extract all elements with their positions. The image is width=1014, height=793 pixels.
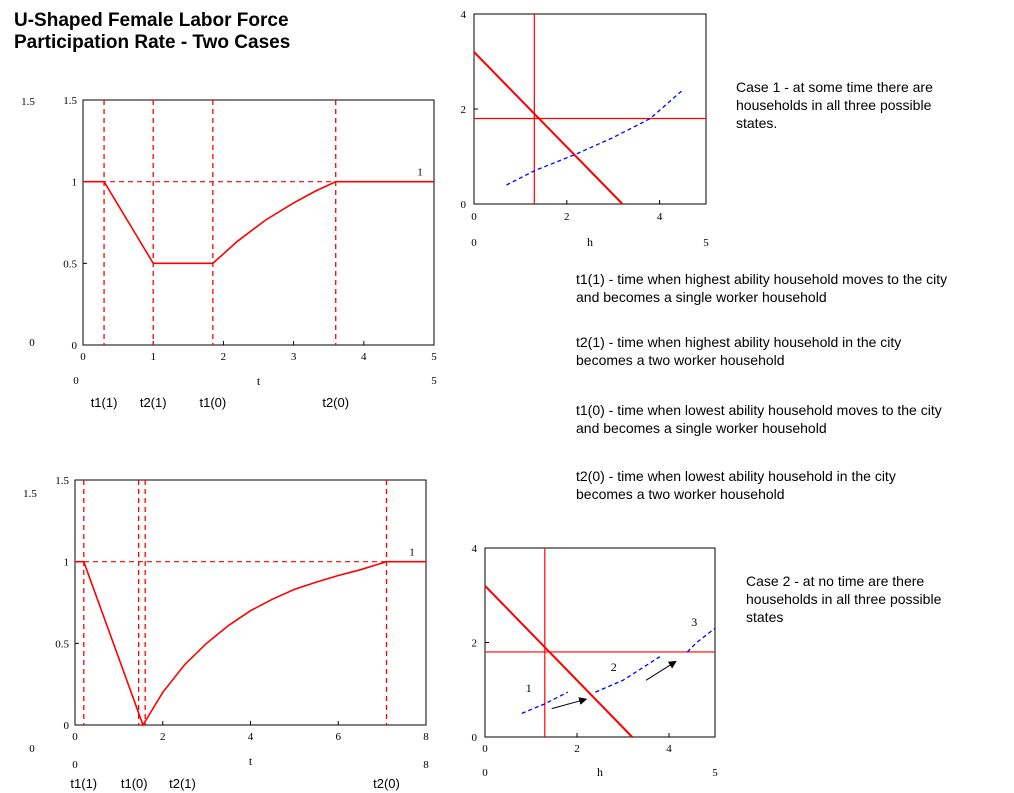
x-min-label: 0 bbox=[72, 759, 78, 771]
y-min-label: 0 bbox=[29, 337, 35, 349]
x-max-label: 5 bbox=[431, 375, 437, 387]
definition-line: t1(0) - time when lowest ability househo… bbox=[576, 402, 942, 418]
dashed-curve bbox=[595, 656, 661, 693]
definition-t1-1: t1(1) - time when highest ability househ… bbox=[576, 270, 1006, 306]
case1-line: households in all three possible bbox=[736, 97, 932, 113]
x-tick-label: 0 bbox=[482, 743, 488, 755]
x-axis-label: t bbox=[249, 754, 253, 768]
definition-line: becomes a two worker household bbox=[576, 352, 785, 368]
downward-line bbox=[484, 585, 633, 738]
y-tick-label: 4 bbox=[472, 543, 478, 555]
definition-line: and becomes a single worker household bbox=[576, 289, 827, 305]
definition-t2-0: t2(0) - time when lowest ability househo… bbox=[576, 467, 1006, 503]
y-tick-label: 0 bbox=[64, 720, 70, 732]
y-tick-label: 0 bbox=[472, 732, 478, 744]
x-tick-label: 2 bbox=[221, 351, 227, 363]
dashed-curve bbox=[506, 89, 684, 186]
definition-line: and becomes a single worker household bbox=[576, 420, 827, 436]
event-label: t2(0) bbox=[322, 395, 349, 410]
plot-frame bbox=[484, 547, 716, 738]
title-line: Participation Rate - Two Cases bbox=[14, 32, 291, 53]
y-tick-label: 1.5 bbox=[63, 95, 77, 107]
x-axis-label: h bbox=[597, 765, 603, 779]
x-tick-label: 2 bbox=[574, 743, 580, 755]
segment-label: 1 bbox=[526, 681, 532, 695]
x-tick-label: 8 bbox=[423, 731, 429, 743]
x-tick-label: 5 bbox=[431, 351, 437, 363]
transition-arrow bbox=[645, 660, 677, 681]
y-min-label: 0 bbox=[29, 743, 35, 755]
definition-line: t2(0) - time when lowest ability househo… bbox=[576, 468, 896, 484]
x-axis-label: t bbox=[257, 374, 261, 388]
case2-line: households in all three possible bbox=[746, 591, 942, 607]
y-tick-label: 0.5 bbox=[55, 638, 69, 650]
plot-frame bbox=[473, 13, 707, 205]
y-max-label: 1.5 bbox=[21, 96, 35, 108]
x-tick-label: 0 bbox=[72, 731, 78, 743]
x-max-label: 5 bbox=[712, 767, 718, 779]
y-max-label: 1.5 bbox=[23, 488, 37, 500]
x-tick-label: 4 bbox=[361, 351, 367, 363]
event-label: t2(1) bbox=[169, 776, 196, 791]
participation-curve bbox=[83, 180, 434, 265]
y-tick-label: 1 bbox=[72, 177, 78, 189]
x-min-label: 0 bbox=[73, 375, 79, 387]
x-tick-label: 4 bbox=[248, 731, 254, 743]
x-max-label: 5 bbox=[703, 237, 709, 249]
y-tick-label: 1 bbox=[64, 557, 70, 569]
title-line: U-Shaped Female Labor Force bbox=[14, 10, 289, 31]
transition-arrow bbox=[551, 697, 588, 710]
case1-line: Case 1 - at some time there are bbox=[736, 79, 933, 95]
y-tick-label: 1.5 bbox=[55, 475, 69, 487]
segment-label: 3 bbox=[691, 615, 697, 629]
segment-label: 2 bbox=[611, 660, 617, 674]
event-label: t1(0) bbox=[200, 395, 227, 410]
series-label: 1 bbox=[409, 547, 415, 559]
participation-curve bbox=[75, 560, 426, 727]
case1-description: Case 1 - at some time there are househol… bbox=[736, 78, 933, 132]
downward-line bbox=[473, 51, 624, 205]
y-tick-label: 0 bbox=[72, 340, 78, 352]
x-axis-label: h bbox=[587, 235, 593, 249]
x-tick-label: 0 bbox=[80, 351, 86, 363]
case2-line: states bbox=[746, 609, 784, 625]
event-label: t1(1) bbox=[91, 395, 118, 410]
case2-line: Case 2 - at no time are there bbox=[746, 573, 925, 589]
x-tick-label: 2 bbox=[564, 211, 570, 223]
definition-t2-1: t2(1) - time when highest ability househ… bbox=[576, 333, 1006, 369]
x-tick-label: 2 bbox=[160, 731, 166, 743]
case2-description: Case 2 - at no time are there households… bbox=[746, 572, 941, 626]
case1-line: states. bbox=[736, 115, 778, 131]
x-tick-label: 4 bbox=[666, 743, 672, 755]
x-min-label: 0 bbox=[471, 237, 477, 249]
y-tick-label: 4 bbox=[461, 9, 467, 21]
x-tick-label: 1 bbox=[150, 351, 156, 363]
definition-line: t2(1) - time when highest ability househ… bbox=[576, 334, 902, 350]
series-label: 1 bbox=[417, 167, 423, 179]
plot-frame bbox=[74, 479, 427, 726]
y-tick-label: 2 bbox=[472, 638, 478, 650]
event-label: t2(0) bbox=[373, 776, 400, 791]
x-tick-label: 6 bbox=[336, 731, 342, 743]
definition-t1-0: t1(0) - time when lowest ability househo… bbox=[576, 401, 1006, 437]
y-tick-label: 0.5 bbox=[63, 258, 77, 270]
definition-line: t1(1) - time when highest ability househ… bbox=[576, 271, 948, 287]
event-label: t1(1) bbox=[70, 776, 97, 791]
dashed-curve bbox=[521, 691, 569, 715]
x-tick-label: 0 bbox=[471, 211, 477, 223]
event-label: t2(1) bbox=[140, 395, 167, 410]
y-tick-label: 0 bbox=[461, 199, 467, 211]
definition-line: becomes a two worker household bbox=[576, 486, 785, 502]
plot-frame bbox=[82, 99, 435, 346]
y-tick-label: 2 bbox=[461, 104, 467, 116]
event-label: t1(0) bbox=[121, 776, 148, 791]
x-tick-label: 4 bbox=[657, 211, 663, 223]
page-title: U-Shaped Female Labor Force Participatio… bbox=[14, 10, 290, 54]
dashed-curve bbox=[686, 627, 716, 653]
x-min-label: 0 bbox=[482, 767, 488, 779]
x-tick-label: 3 bbox=[291, 351, 297, 363]
x-max-label: 8 bbox=[423, 759, 429, 771]
